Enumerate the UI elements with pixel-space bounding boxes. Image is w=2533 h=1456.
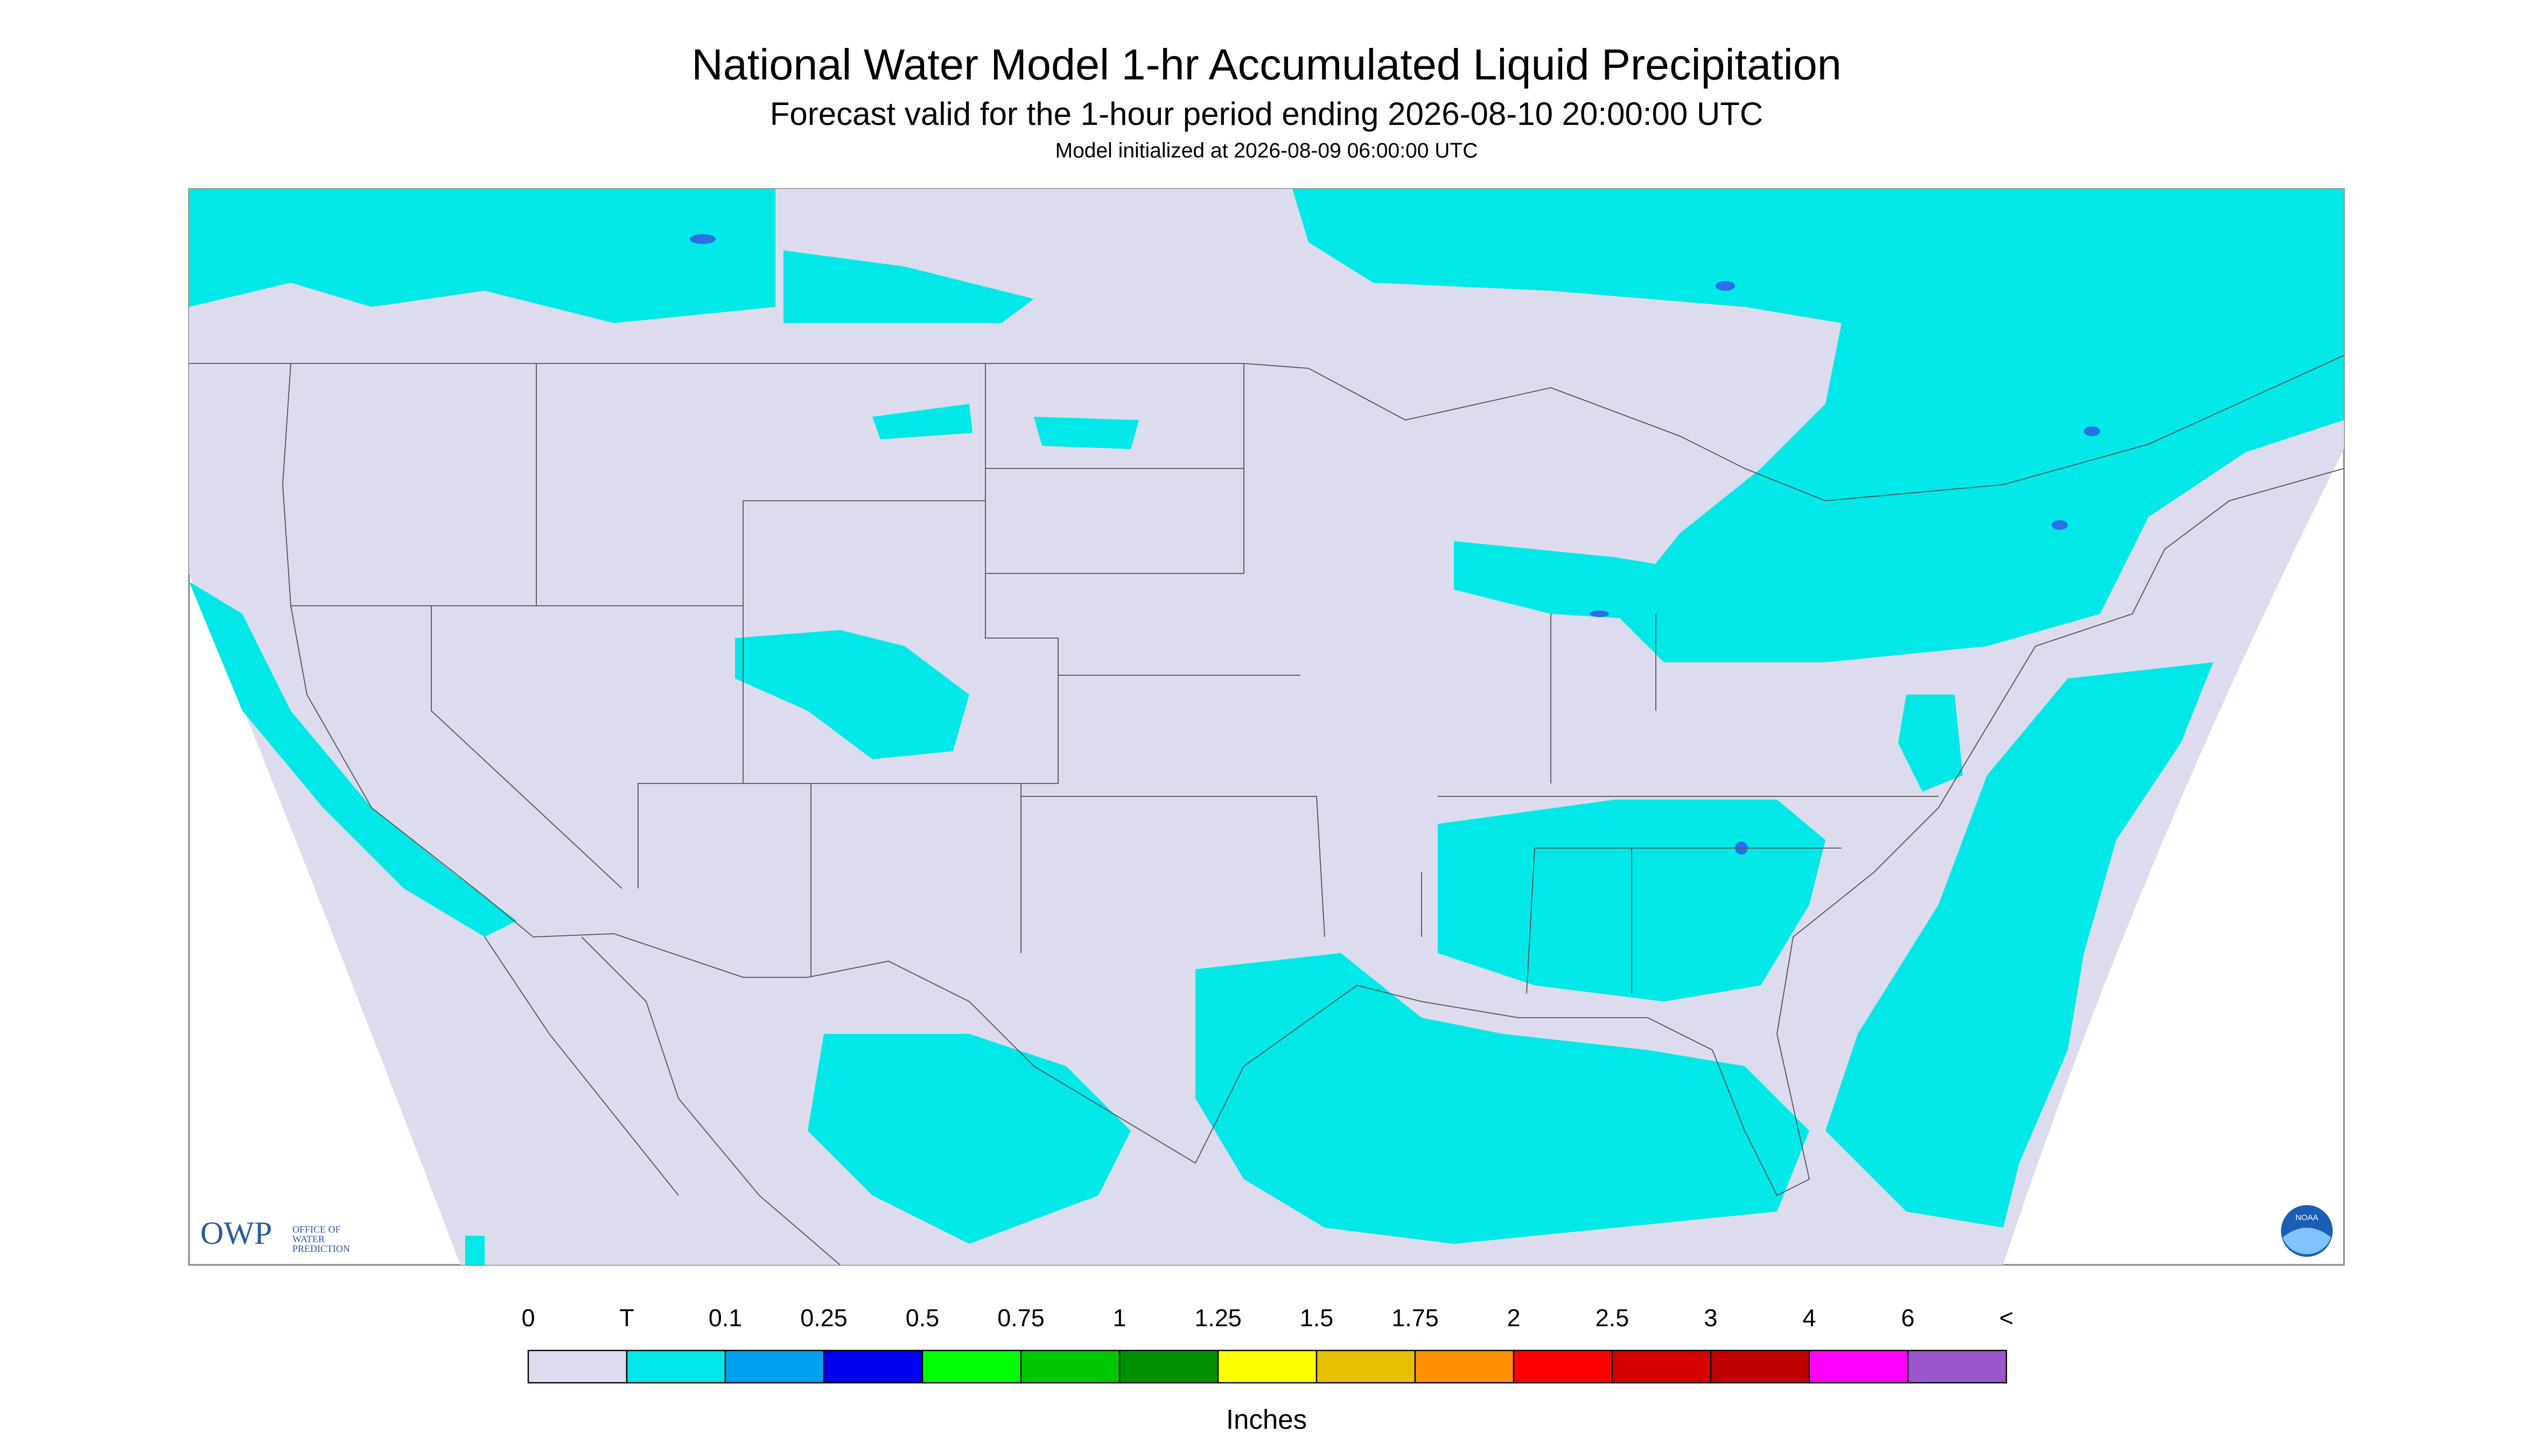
legend-swatch [1316,1349,1416,1384]
logo-owp-text: WATER [292,1234,325,1244]
legend-label: < [1999,1304,2013,1332]
owp-logo: OWP OFFICE OF WATER PREDICTION [200,1215,350,1254]
rain-area [1825,662,2213,1228]
legend-swatch [1513,1349,1613,1384]
heavy-rain [690,234,716,244]
logo-owp: OWP [200,1215,272,1251]
noaa-logo: NOAA [2281,1205,2333,1257]
rain-area [189,189,775,324]
legend-label: 6 [1901,1304,1914,1332]
rain-area [872,404,972,440]
legend-label: 1 [1112,1304,1126,1332]
state-lines [291,363,1939,994]
legend-swatch [1217,1349,1318,1384]
legend-label: 0 [521,1304,535,1332]
legend-units: Inches [1226,1404,1307,1434]
logo-noaa: NOAA [2296,1213,2319,1222]
rain-area [189,582,517,937]
legend-label: 1.75 [1391,1304,1439,1332]
heavy-rain [1716,281,1735,291]
coastline [282,363,2345,1196]
legend-swatch [527,1349,628,1384]
color-legend: 0 T 0.1 0.25 0.5 0.75 1 1.25 1.5 1.75 2 2.5 3 4 6 < [521,1304,2013,1384]
legend-swatch [724,1349,825,1384]
legend-label: T [619,1304,634,1332]
legend-swatch [1907,1349,2007,1384]
heavy-rain [1590,611,1609,618]
legend-swatch [626,1349,726,1384]
logo-owp-text: OFFICE OF [292,1224,341,1235]
legend-label: 4 [1802,1304,1816,1332]
rain-area [735,630,969,760]
legend-swatch [1808,1349,1909,1384]
rain-area [1292,189,2344,663]
boundaries [189,355,2345,1265]
legend-label: 0.25 [800,1304,848,1332]
legend-swatch [1710,1349,1810,1384]
map: OWP OFFICE OF WATER PREDICTION NOAA [188,188,2345,1266]
legend-label: 3 [1704,1304,1717,1332]
legend-label: 0.1 [709,1304,743,1332]
heavy-rain [2084,426,2100,437]
legend-label: 2.5 [1596,1304,1629,1332]
subtitle: Forecast valid for the 1-hour period end… [770,96,1763,132]
rain-area [1898,695,1963,792]
legend-swatch [823,1349,923,1384]
legend-swatch [921,1349,1022,1384]
legend-label: 0.75 [997,1304,1045,1332]
legend-swatch [1611,1349,1712,1384]
legend-label: 2 [1507,1304,1520,1332]
legend-label: 1.25 [1194,1304,1242,1332]
rain-area [1034,417,1139,450]
legend-label: 0.5 [906,1304,940,1332]
mexico-coast [484,936,841,1265]
legend-label: 1.5 [1300,1304,1334,1332]
rain-area [465,1236,485,1265]
rain-area [1454,541,1712,622]
rain-area [783,250,1034,324]
precipitation [189,189,2344,1265]
logo-owp-text: PREDICTION [292,1243,350,1254]
init-time: Model initialized at 2026-08-09 06:00:00… [1055,139,1478,162]
rain-area [1195,953,1809,1244]
border [189,355,2345,501]
legend-swatch [1414,1349,1515,1384]
rain-area [808,1034,1131,1244]
heavy-rain [2052,520,2068,530]
legend-swatch [1118,1349,1219,1384]
legend-swatch [1020,1349,1121,1384]
title: National Water Model 1-hr Accumulated Li… [691,40,1842,89]
logo-wave [2283,1228,2331,1255]
